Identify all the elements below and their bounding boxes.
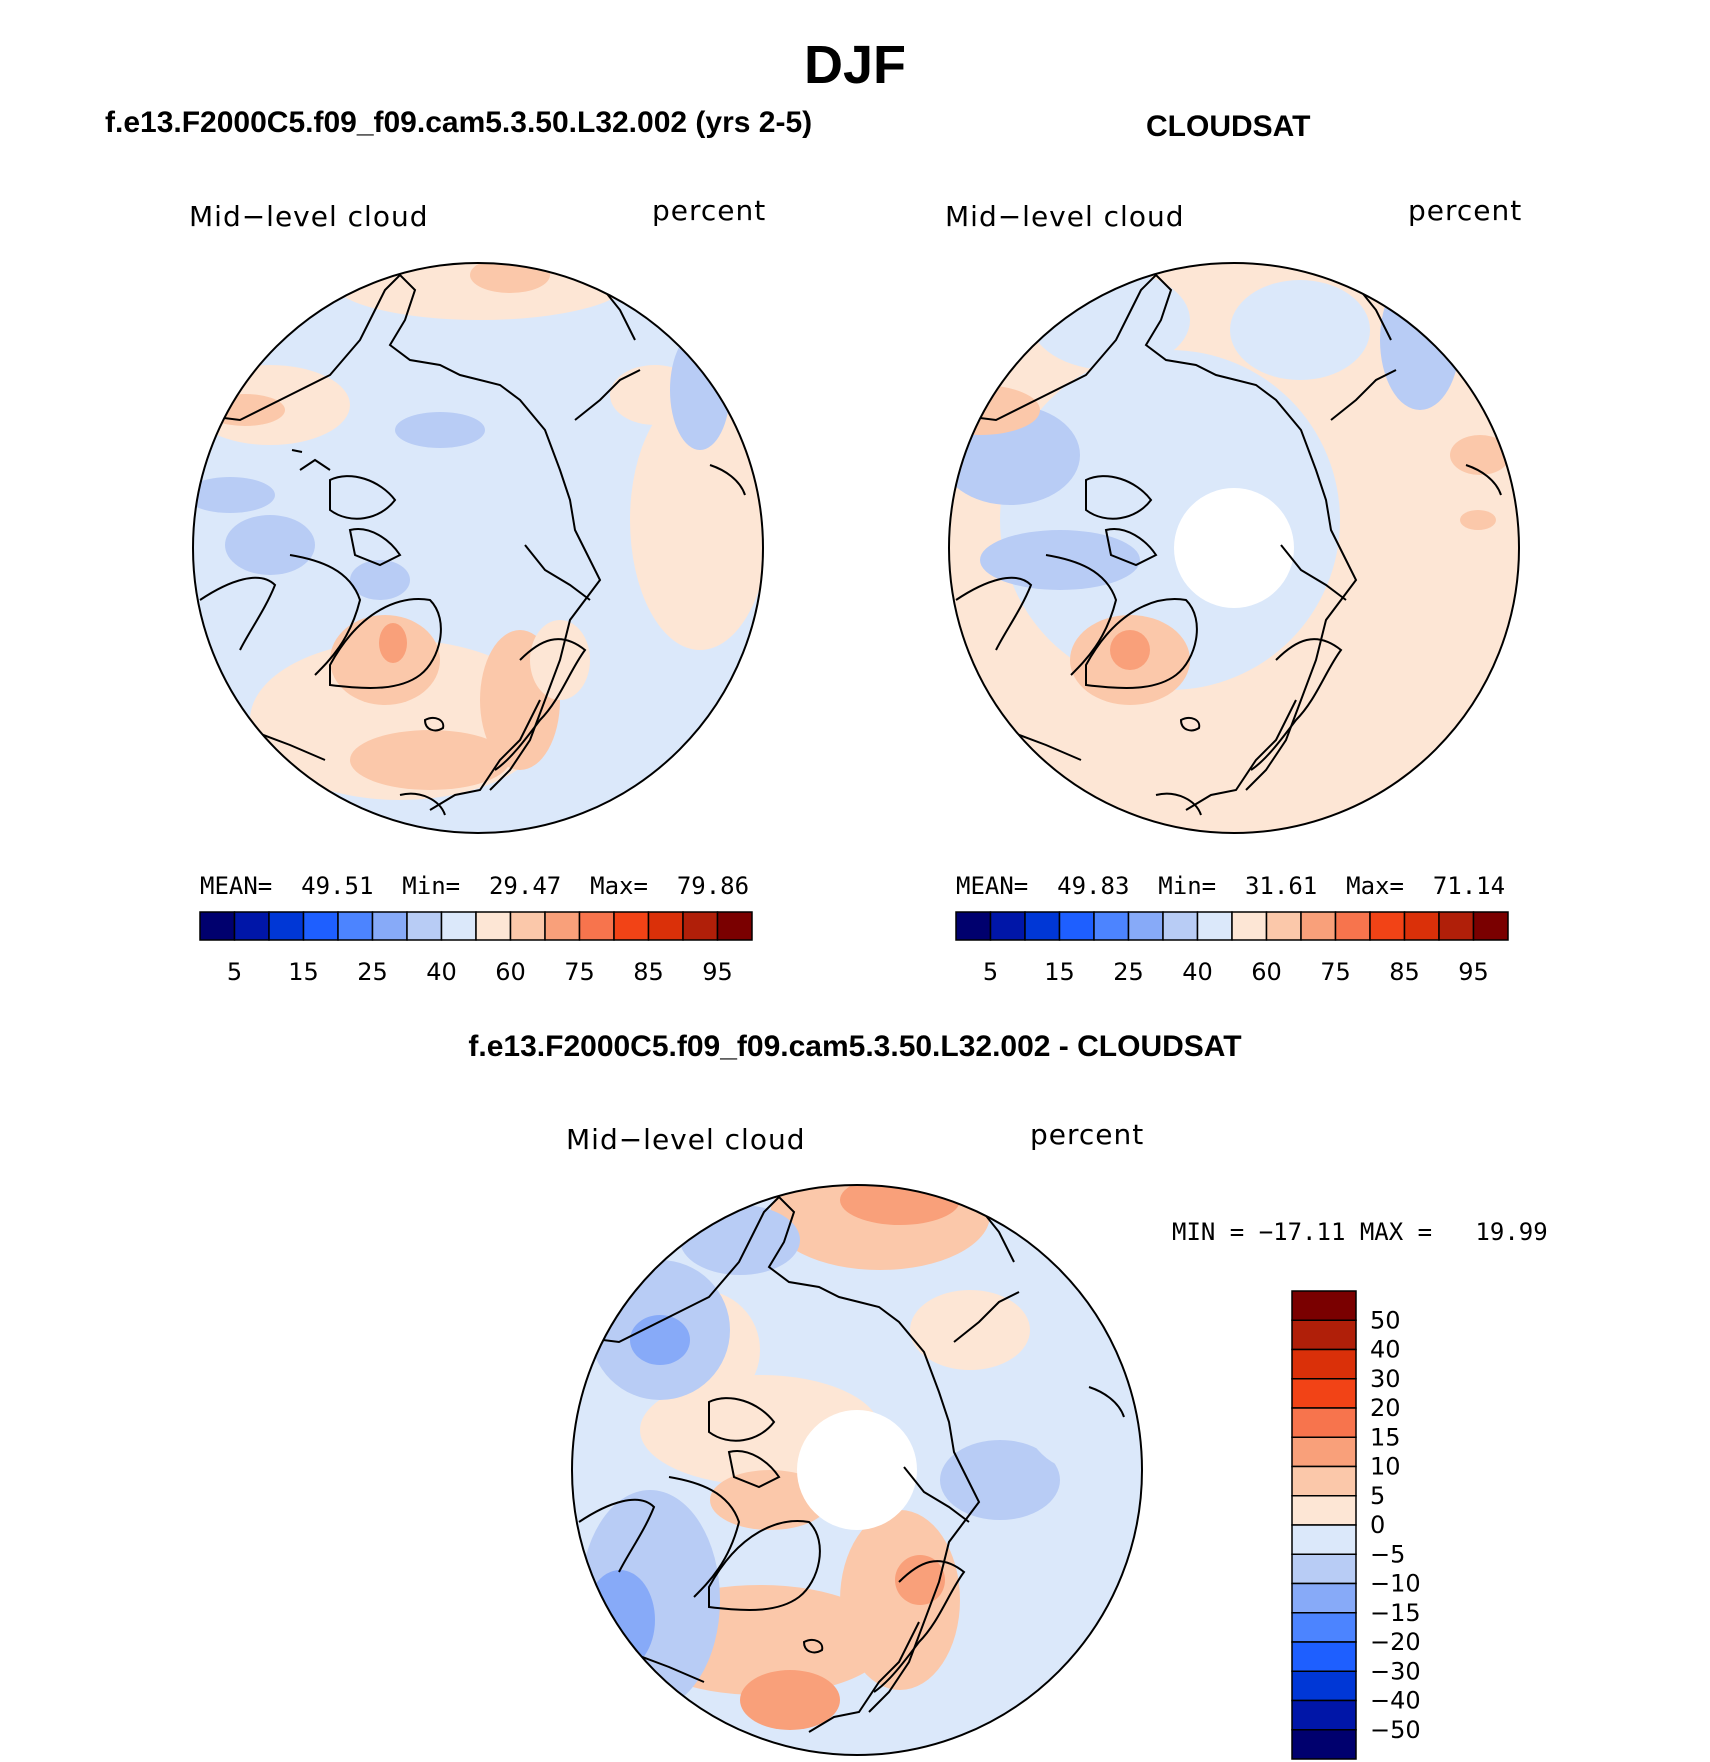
obs-colorbar-swatch — [1472, 911, 1509, 941]
obs-colorbar-swatch — [1265, 911, 1302, 941]
model-colorbar-tick-label: 15 — [288, 958, 319, 986]
model-colorbar-tick-label: 85 — [633, 958, 664, 986]
model-colorbar-tick-label: 5 — [227, 958, 242, 986]
obs-colorbar: 5 15 25 40 60 75 85 95 — [955, 911, 1509, 986]
model-colorbar-swatch — [302, 911, 339, 941]
model-colorbar-swatch — [647, 911, 684, 941]
obs-stats: MEAN= 49.83 Min= 31.61 Max= 71.14 — [956, 872, 1506, 900]
model-colorbar-swatch — [268, 911, 305, 941]
diff-colorbar-swatch — [1291, 1699, 1357, 1731]
diff-colorbar-tick-label: 30 — [1370, 1365, 1401, 1393]
model-colorbar-tick-label: 95 — [702, 958, 733, 986]
diff-colorbar-tick-label: 40 — [1370, 1336, 1401, 1364]
model-units-label: percent — [652, 194, 767, 227]
diff-colorbar-swatch — [1291, 1378, 1357, 1409]
diff-colorbar-swatch — [1291, 1407, 1357, 1438]
diff-colorbar-swatch — [1291, 1670, 1357, 1702]
model-colorbar-tick-label: 60 — [495, 958, 526, 986]
diff-colorbar-swatch — [1291, 1553, 1357, 1585]
model-colorbar-swatch — [475, 911, 512, 941]
model-colorbar-swatch — [544, 911, 581, 941]
obs-colorbar-swatch — [1196, 911, 1233, 941]
model-polar-map — [192, 262, 764, 834]
obs-units-label: percent — [1408, 194, 1523, 227]
model-colorbar-swatch — [613, 911, 650, 941]
obs-colorbar-swatch — [1403, 911, 1440, 941]
obs-colorbar-tick-label: 60 — [1251, 958, 1282, 986]
diff-colorbar-tick-label: −15 — [1370, 1599, 1421, 1627]
obs-colorbar-swatch — [1058, 911, 1095, 941]
diff-colorbar-swatch — [1291, 1290, 1357, 1321]
obs-panel-heading: CLOUDSAT — [1146, 110, 1311, 143]
model-colorbar-swatch — [509, 911, 546, 941]
diff-units-label: percent — [1030, 1118, 1145, 1151]
diff-variable-label: Mid−level cloud — [566, 1123, 806, 1156]
obs-colorbar-swatch — [1127, 911, 1164, 941]
obs-colorbar-swatch — [1162, 911, 1199, 941]
obs-colorbar-tick-label: 25 — [1113, 958, 1144, 986]
diff-colorbar-swatch — [1291, 1582, 1357, 1614]
model-colorbar: 5 15 25 40 60 75 85 95 — [199, 911, 753, 986]
obs-colorbar-tick-label: 95 — [1458, 958, 1489, 986]
diff-colorbar-swatch — [1291, 1465, 1357, 1497]
obs-variable-label: Mid−level cloud — [945, 200, 1185, 233]
model-colorbar-swatch — [371, 911, 408, 941]
diff-colorbar-swatch — [1291, 1319, 1357, 1351]
model-colorbar-swatch — [233, 911, 270, 941]
diff-colorbar-tick-label: 0 — [1370, 1511, 1385, 1539]
obs-colorbar-swatch — [1369, 911, 1406, 941]
model-colorbar-swatch — [406, 911, 443, 941]
model-colorbar-swatch — [199, 911, 236, 941]
diff-colorbar-tick-label: 15 — [1370, 1423, 1401, 1451]
diff-colorbar-tick-label: 10 — [1370, 1453, 1401, 1481]
diff-colorbar-tick-label: −10 — [1370, 1570, 1421, 1598]
obs-colorbar-swatch — [1024, 911, 1061, 941]
diff-colorbar-tick-label: 5 — [1370, 1482, 1385, 1510]
model-colorbar-swatch — [337, 911, 374, 941]
obs-colorbar-tick-label: 5 — [983, 958, 998, 986]
figure-title: DJF — [803, 35, 906, 95]
diff-colorbar-tick-label: −5 — [1370, 1540, 1405, 1568]
model-panel-heading: f.e13.F2000C5.f09_f09.cam5.3.50.L32.002 … — [105, 106, 813, 139]
diff-colorbar-tick-label: −30 — [1370, 1657, 1421, 1685]
obs-colorbar-swatch — [955, 911, 992, 941]
model-colorbar-swatch — [578, 911, 615, 941]
diff-colorbar-tick-label: 50 — [1370, 1306, 1401, 1334]
diff-colorbar-swatch — [1291, 1729, 1357, 1760]
obs-colorbar-swatch — [1438, 911, 1475, 941]
diff-polar-map — [571, 1184, 1143, 1756]
diff-colorbar-swatch — [1291, 1348, 1357, 1380]
diff-colorbar-tick-label: 20 — [1370, 1394, 1401, 1422]
obs-colorbar-tick-label: 15 — [1044, 958, 1075, 986]
obs-colorbar-swatch — [1334, 911, 1371, 941]
diff-colorbar-swatch — [1291, 1641, 1357, 1672]
diff-colorbar-tick-label: −40 — [1370, 1687, 1421, 1715]
model-colorbar-swatch — [440, 911, 477, 941]
obs-colorbar-swatch — [1231, 911, 1268, 941]
model-colorbar-tick-label: 25 — [357, 958, 388, 986]
obs-colorbar-swatch — [1300, 911, 1337, 941]
model-colorbar-tick-label: 40 — [426, 958, 457, 986]
obs-colorbar-tick-label: 75 — [1320, 958, 1351, 986]
diff-panel-heading: f.e13.F2000C5.f09_f09.cam5.3.50.L32.002 … — [468, 1030, 1242, 1063]
diff-stats: MIN = −17.11 MAX = 19.99 — [1172, 1218, 1548, 1246]
obs-colorbar-tick-label: 85 — [1389, 958, 1420, 986]
diff-colorbar-swatch — [1291, 1524, 1357, 1555]
obs-colorbar-swatch — [989, 911, 1026, 941]
diff-colorbar-swatch — [1291, 1495, 1357, 1526]
model-variable-label: Mid−level cloud — [189, 200, 429, 233]
diff-colorbar-tick-label: −50 — [1370, 1716, 1421, 1744]
model-colorbar-swatch — [716, 911, 753, 941]
model-colorbar-tick-label: 75 — [564, 958, 595, 986]
model-colorbar-swatch — [682, 911, 719, 941]
obs-colorbar-tick-label: 40 — [1182, 958, 1213, 986]
obs-colorbar-swatch — [1093, 911, 1130, 941]
model-stats: MEAN= 49.51 Min= 29.47 Max= 79.86 — [200, 872, 750, 900]
obs-polar-map — [948, 262, 1520, 834]
diff-colorbar-swatch — [1291, 1612, 1357, 1643]
diff-colorbar-tick-label: −20 — [1370, 1628, 1421, 1656]
diff-colorbar-swatch — [1291, 1436, 1357, 1468]
